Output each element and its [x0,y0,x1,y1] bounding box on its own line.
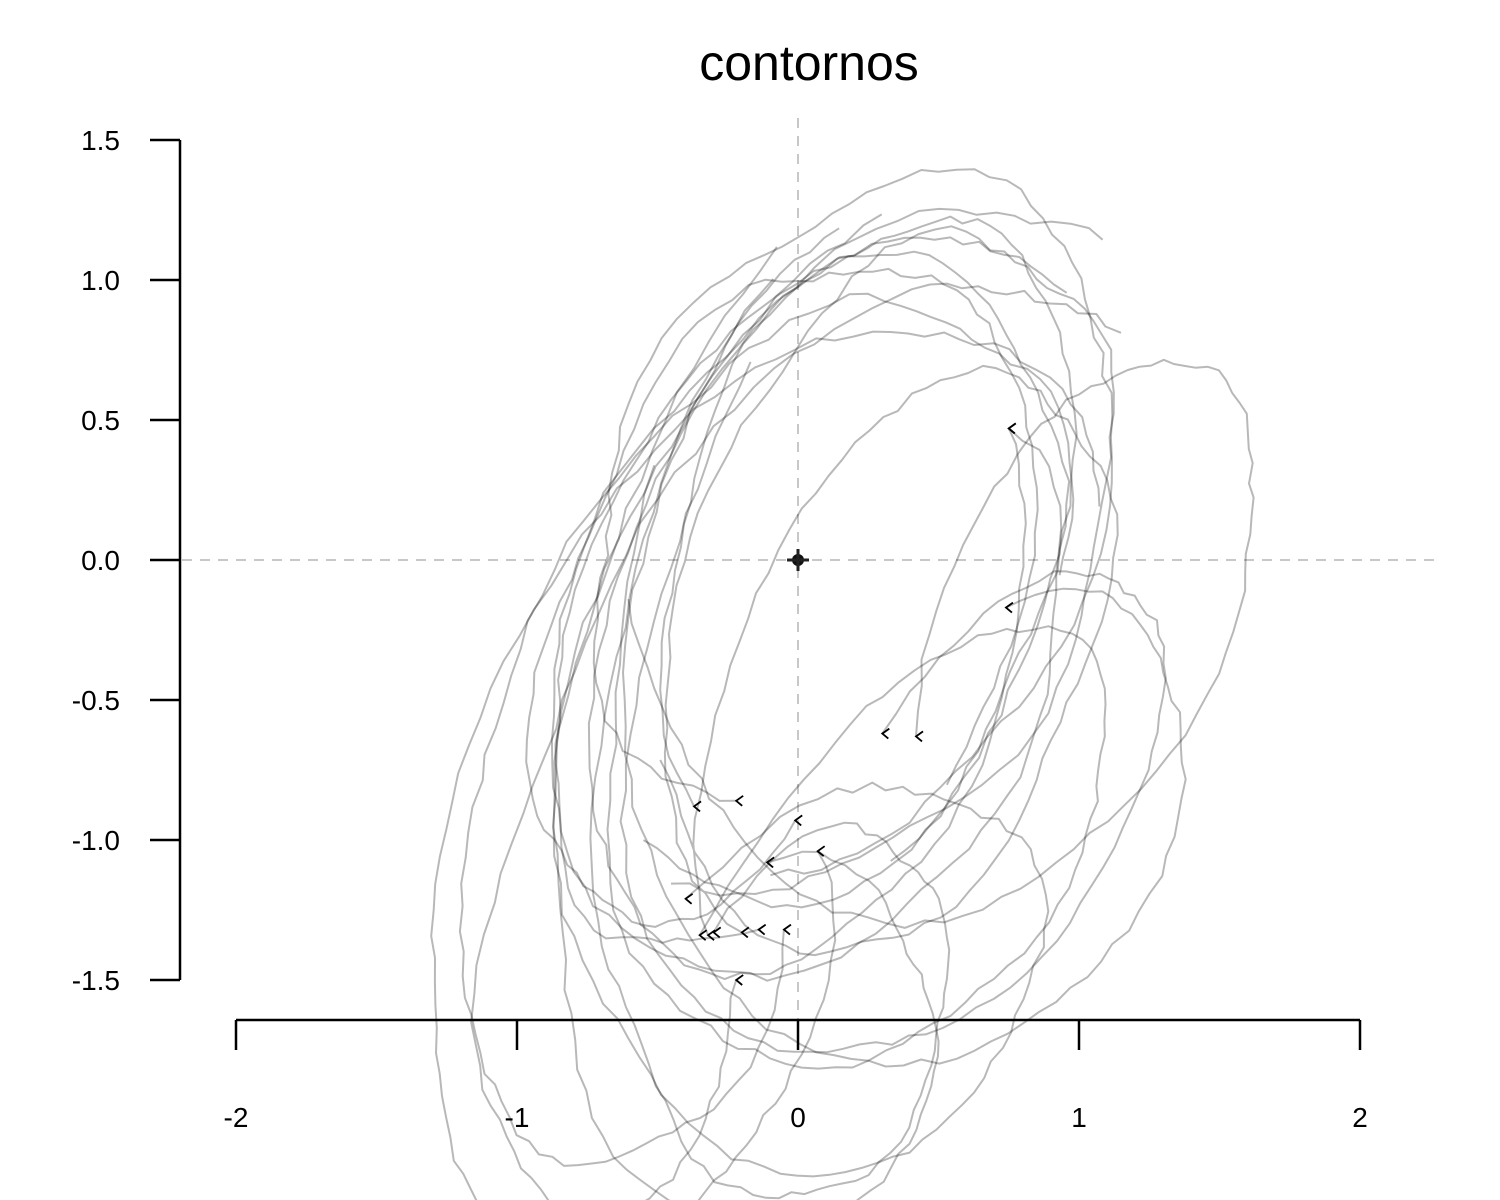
arrow-head-11 [684,893,694,905]
x-tick-label-2: 0 [790,1102,806,1133]
arrow-head-13 [706,929,716,941]
x-tick-label-0: -2 [224,1102,249,1133]
arrow-head-16 [782,923,792,936]
arrow-head-1 [734,974,744,986]
center-cross [787,549,809,571]
y-tick-label-1: -1.0 [72,825,120,856]
contour-line-13 [659,364,1119,957]
contour-line-18 [589,278,951,1200]
center-marker [787,549,809,571]
contour-line-17 [550,207,1104,982]
contour-line-1 [430,330,1101,1200]
y-tick-label-5: 1.0 [81,265,120,296]
x-axis: -2 -1 0 1 2 [224,1018,1368,1133]
y-tick-label-6: 1.5 [81,125,120,156]
y-tick-label-4: 0.5 [81,405,120,436]
contour-line-11 [552,246,1050,1178]
y-tick-label-3: 0.0 [81,545,120,576]
contour-line-5 [627,358,1255,929]
arrow-head-4 [880,727,890,740]
arrow-head-7 [734,795,744,807]
arrow-head-15 [757,923,767,936]
y-tick-label-0: -1.5 [72,965,120,996]
arrow-head-8 [793,814,803,827]
contour-line-8 [525,267,1039,928]
contour-line-16 [458,292,1075,1167]
y-tick-label-2: -0.5 [72,685,120,716]
contour-line-2 [587,236,1068,981]
arrow-head-3 [1004,601,1014,614]
reference-lines [182,118,1440,1022]
contour-line-4 [619,361,1167,1054]
contour-line-9 [470,282,1122,1200]
arrow-head-12 [698,929,708,941]
arrow-head-9 [816,845,826,857]
contour-line-6 [642,215,1078,909]
arrow-head-18 [712,926,722,939]
y-axis: -1.5 -1.0 -0.5 0.0 0.5 1.0 1.5 [72,125,182,996]
x-tick-label-4: 2 [1352,1102,1368,1133]
contour-series [430,168,1255,1200]
arrow-head-17 [1007,422,1017,435]
chart-title: contornos [699,35,919,91]
x-tick-label-1: -1 [505,1102,530,1133]
contour-line-3 [622,227,1187,1068]
contour-line-15 [554,250,1071,944]
x-tick-label-3: 1 [1071,1102,1087,1133]
contour-line-14 [663,225,1115,934]
arrow-head-14 [740,926,750,939]
contour-line-12 [606,464,1107,1070]
contour-line-7 [592,168,1114,877]
contour-line-10 [552,213,940,1200]
arrow-head-10 [765,856,775,869]
arrow-head-5 [914,730,924,743]
arrow-head-6 [692,800,702,813]
contour-end-arrows [684,422,1017,986]
